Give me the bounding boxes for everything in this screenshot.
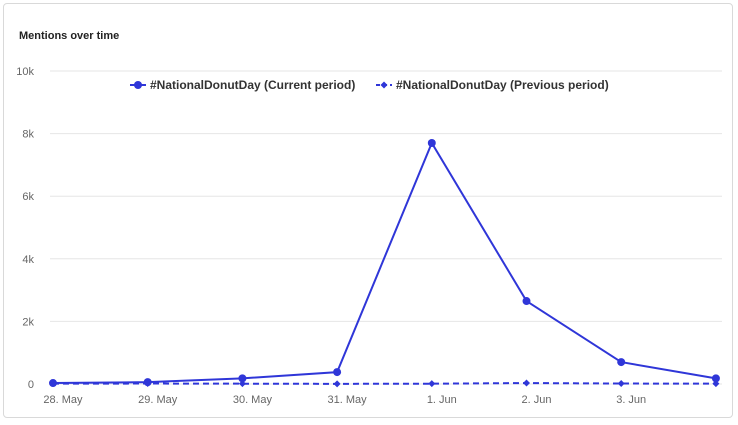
y-tick-label: 10k <box>16 66 34 78</box>
legend-label: #NationalDonutDay (Current period) <box>150 78 355 92</box>
data-point[interactable] <box>523 379 530 387</box>
chart-title: Mentions over time <box>19 30 120 42</box>
x-tick-label: 1. Jun <box>427 394 457 406</box>
series-line <box>52 140 717 385</box>
data-point[interactable] <box>427 138 436 147</box>
grid-lines <box>50 70 722 385</box>
data-point[interactable] <box>711 374 720 383</box>
legend-item-current[interactable]: #NationalDonutDay (Current period) <box>130 78 355 92</box>
data-point[interactable] <box>143 378 152 387</box>
y-tick-label: 4k <box>22 254 34 266</box>
legend-marker <box>380 81 388 89</box>
data-point[interactable] <box>522 297 531 306</box>
x-tick-label: 30. May <box>233 394 273 406</box>
y-axis-ticks: 0 2k 4k 6k 8k 10k <box>16 66 34 391</box>
data-point[interactable] <box>617 380 625 388</box>
series-lines <box>49 138 720 388</box>
y-tick-label: 2k <box>22 316 34 328</box>
data-point[interactable] <box>238 374 247 383</box>
x-tick-label: 31. May <box>328 394 368 406</box>
chart-card: Mentions over time <box>3 3 733 418</box>
legend-marker <box>134 81 142 89</box>
x-axis-ticks: 28. May 29. May 30. May 31. May 1. Jun 2. Jun… <box>43 394 646 406</box>
data-point[interactable] <box>49 379 57 388</box>
series-line <box>52 382 716 385</box>
x-tick-label: 3. Jun <box>616 394 646 406</box>
chart-legend[interactable]: #NationalDonutDay (Current period) #Natio… <box>130 78 609 92</box>
data-point[interactable] <box>333 368 342 377</box>
series-current[interactable] <box>49 138 720 388</box>
data-point[interactable] <box>333 380 341 388</box>
data-point[interactable] <box>428 380 436 388</box>
data-point[interactable] <box>617 358 626 367</box>
legend-label: #NationalDonutDay (Previous period) <box>396 78 609 92</box>
x-tick-label: 2. Jun <box>522 394 552 406</box>
x-tick-label: 28. May <box>43 394 83 406</box>
y-tick-label: 8k <box>22 129 34 141</box>
y-tick-label: 0 <box>28 379 34 391</box>
legend-item-previous[interactable]: #NationalDonutDay (Previous period) <box>376 78 609 92</box>
y-tick-label: 6k <box>22 191 34 203</box>
x-tick-label: 29. May <box>138 394 178 406</box>
